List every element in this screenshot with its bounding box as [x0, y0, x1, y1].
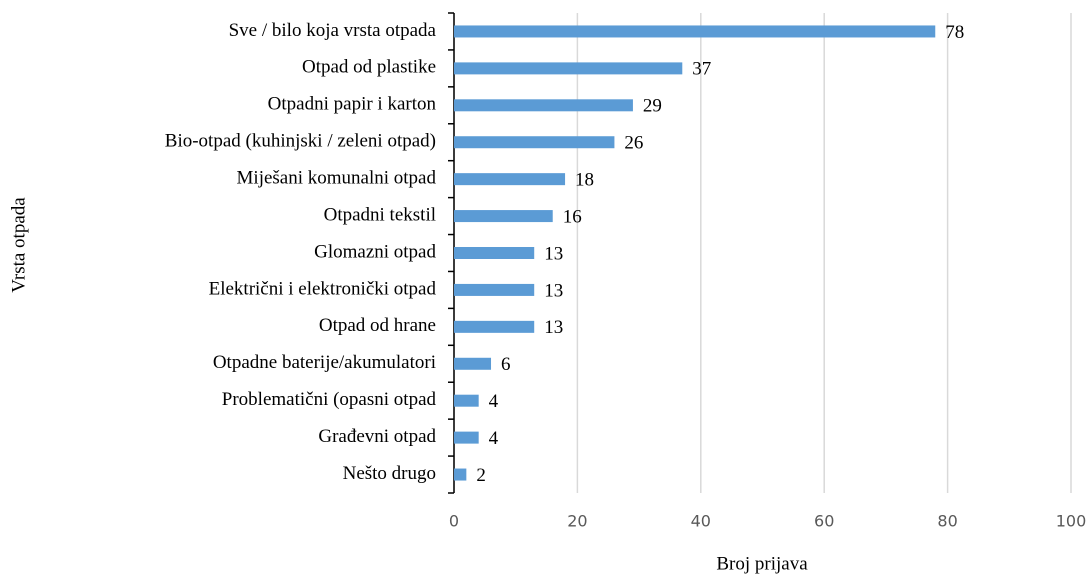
y-tick-label: Otpadne baterije/akumulatori — [213, 352, 436, 373]
bar — [454, 431, 479, 444]
data-label: 37 — [692, 59, 711, 80]
data-label: 16 — [563, 206, 582, 227]
x-tick-label: 0 — [449, 512, 459, 531]
data-label: 4 — [489, 428, 499, 449]
x-tick-label: 100 — [1056, 512, 1087, 531]
data-label: 13 — [544, 280, 563, 301]
y-tick-label: Glomazni otpad — [314, 241, 436, 262]
bar — [454, 25, 936, 38]
bar — [454, 394, 479, 407]
y-tick-label: Bio-otpad (kuhinjski / zeleni otpad) — [165, 131, 436, 152]
data-label: 18 — [575, 170, 594, 191]
data-label: 4 — [489, 391, 499, 412]
bar — [454, 357, 492, 370]
y-tick-label: Građevni otpad — [318, 426, 436, 447]
y-axis-label: Vrsta otpada — [8, 197, 29, 293]
y-tick-label: Problematični (opasni otpad — [222, 389, 437, 410]
data-label: 26 — [624, 133, 643, 154]
y-tick-label: Otpad od plastike — [302, 57, 436, 78]
bar — [454, 99, 633, 112]
y-tick-label: Električni i elektronički otpad — [209, 278, 437, 299]
x-tick-label: 40 — [691, 512, 711, 531]
x-tick-label: 20 — [567, 512, 587, 531]
y-tick-label: Miješani komunalni otpad — [237, 168, 437, 189]
y-tick-label: Nešto drugo — [343, 463, 436, 484]
bar — [454, 136, 615, 149]
bar — [454, 320, 535, 333]
y-tick-label: Otpadni tekstil — [324, 204, 436, 225]
x-tick-label: 80 — [937, 512, 957, 531]
data-label: 13 — [544, 243, 563, 264]
y-tick-label: Otpadni papir i karton — [268, 94, 437, 115]
data-label: 29 — [643, 96, 662, 117]
x-tick-label: 60 — [814, 512, 834, 531]
bar — [454, 210, 553, 223]
bar — [454, 173, 566, 186]
x-axis-label: Broj prijava — [716, 553, 808, 574]
bar — [454, 468, 467, 481]
data-label: 2 — [476, 465, 486, 486]
bar — [454, 247, 535, 259]
bar — [454, 62, 683, 75]
data-label: 78 — [945, 22, 964, 43]
data-label: 13 — [544, 317, 563, 338]
data-label: 6 — [501, 354, 511, 375]
y-tick-label: Sve / bilo koja vrsta otpada — [229, 20, 437, 41]
y-tick-label: Otpad od hrane — [319, 315, 436, 336]
bar — [454, 283, 535, 296]
